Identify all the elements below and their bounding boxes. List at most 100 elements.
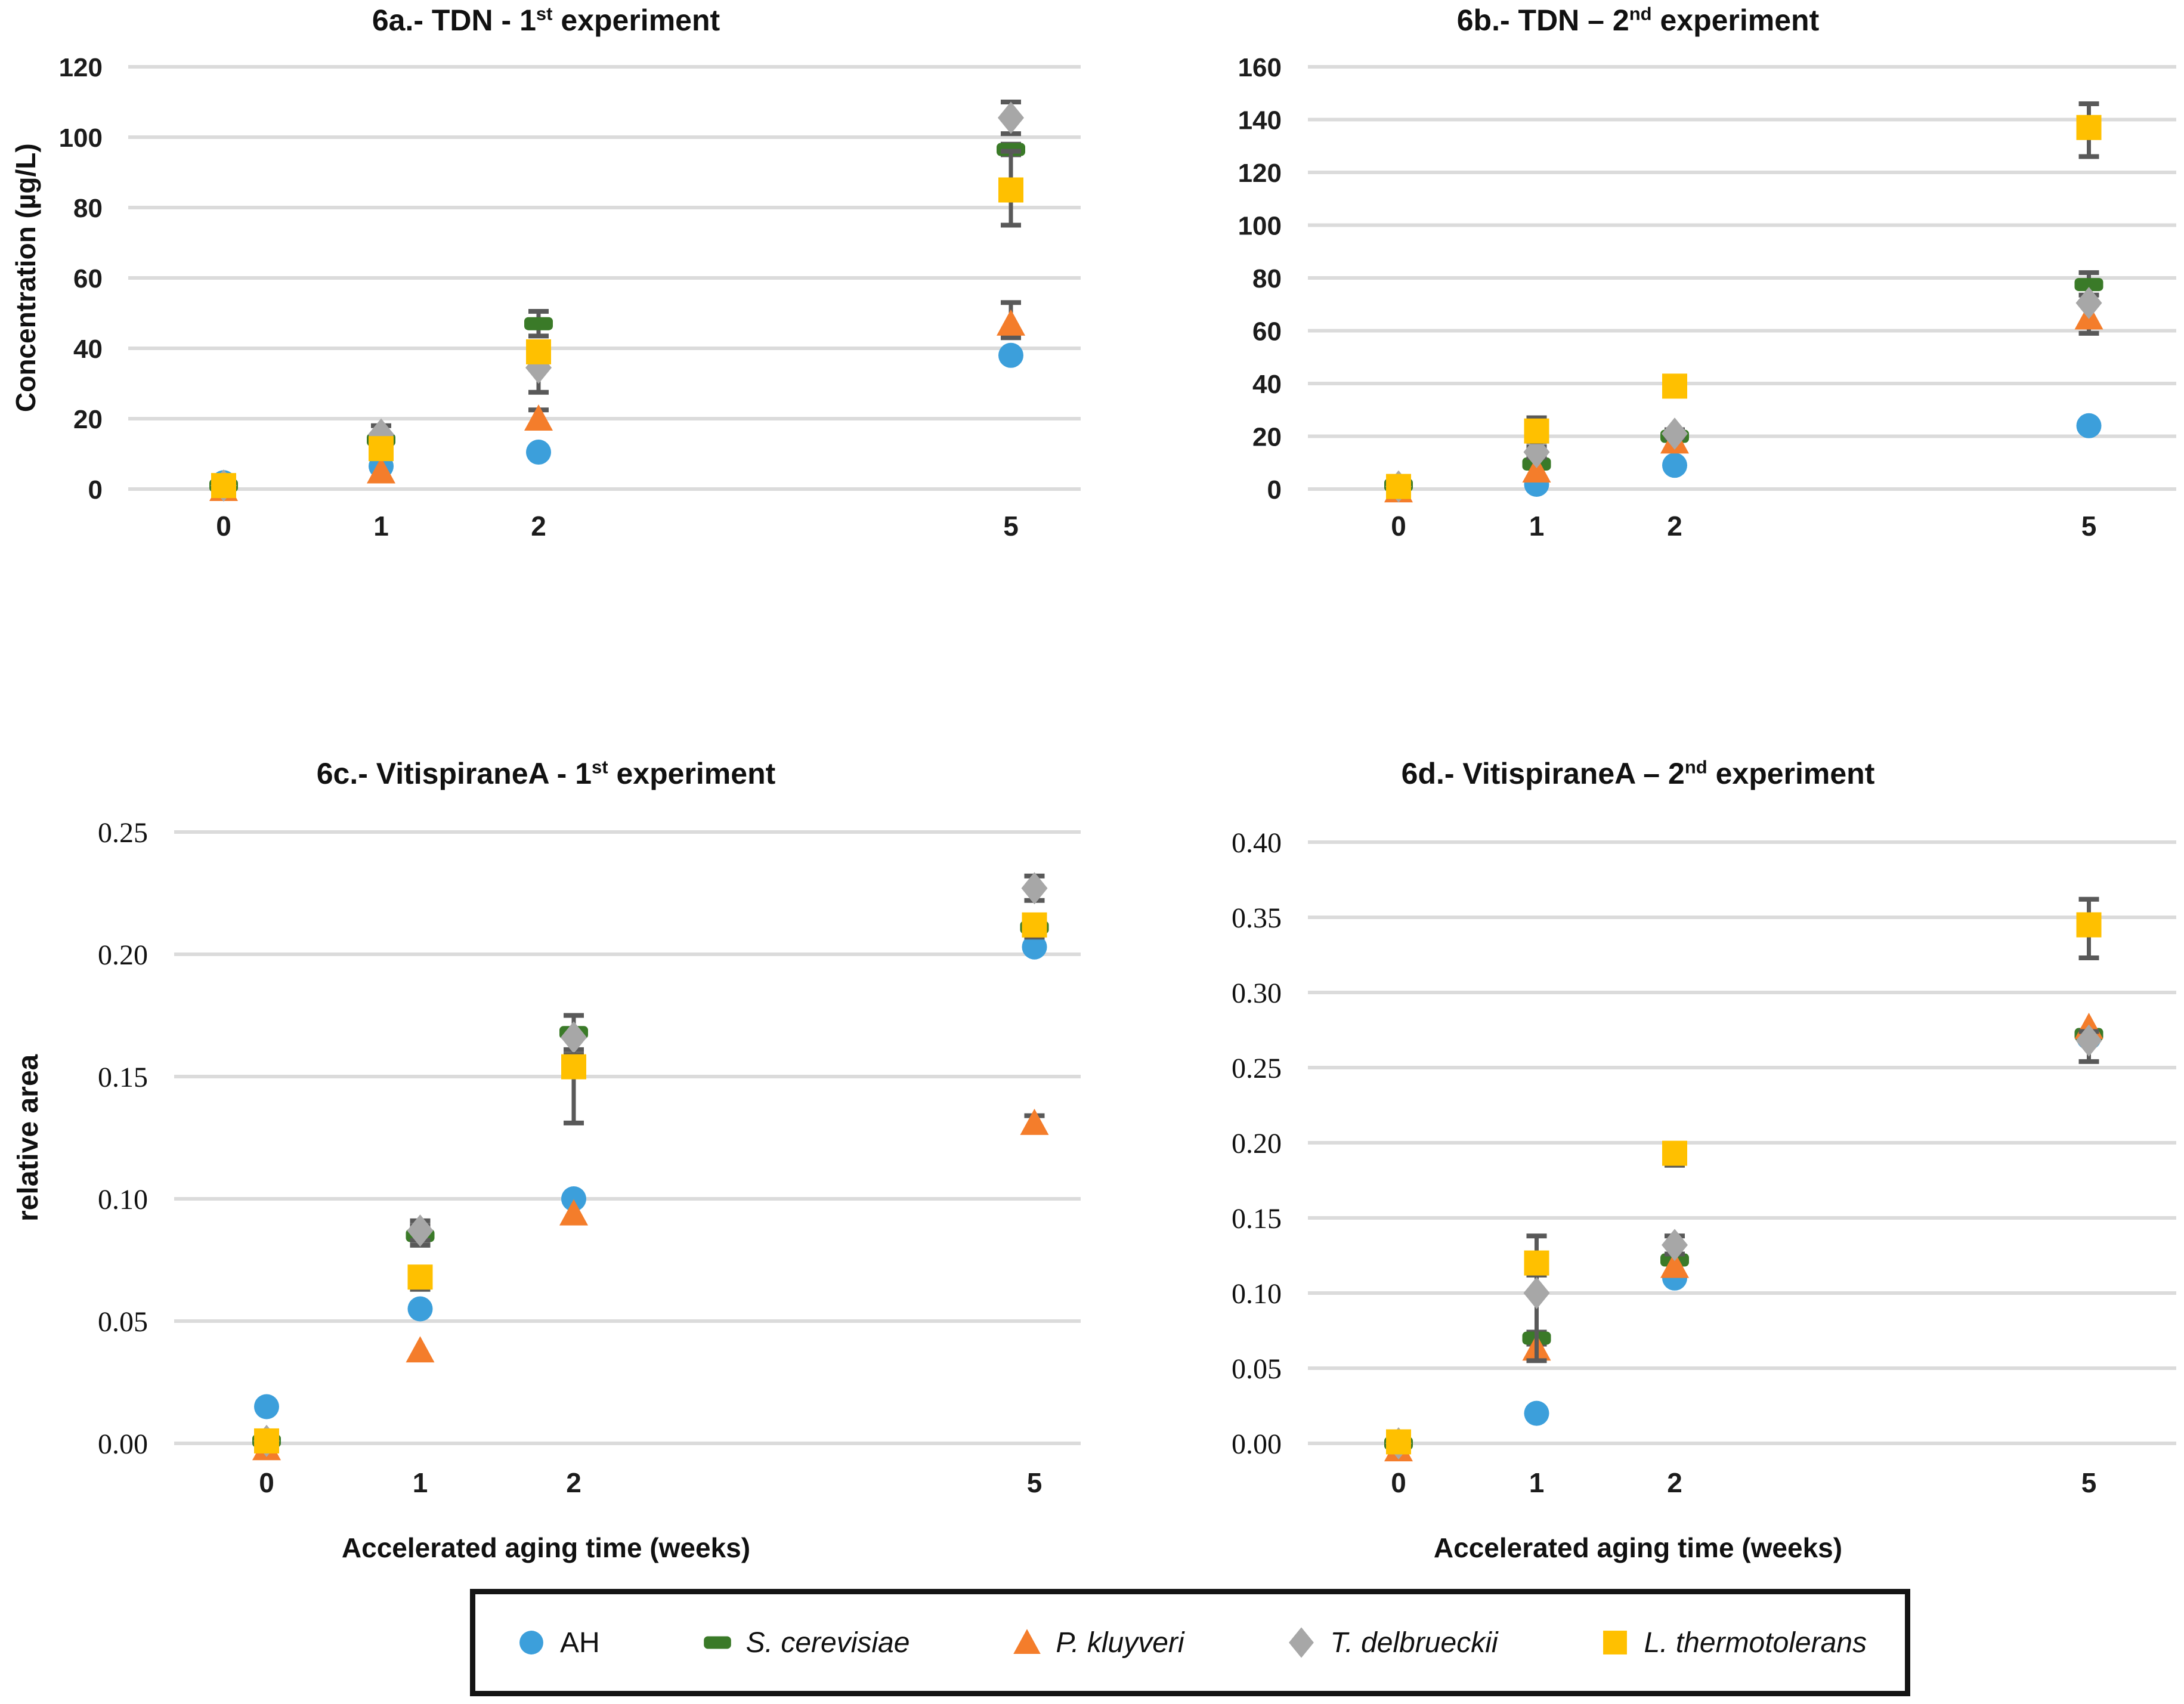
y-tick-label: 0.40 — [1232, 827, 1282, 859]
legend-label: S. cerevisiae — [745, 1626, 910, 1659]
y-tick-label: 0.20 — [98, 939, 148, 971]
legend-label: AH — [560, 1626, 600, 1659]
marker-T. delbrueckii-week1 — [407, 1214, 434, 1247]
marker-L. thermotolerans-week2 — [1662, 1140, 1687, 1166]
y-tick-label: 0.05 — [98, 1306, 148, 1338]
series-L. thermotolerans — [211, 149, 1023, 499]
panel-title: 6a.- TDN - 1st experiment — [0, 3, 1092, 38]
y-tick-label: 0.10 — [98, 1184, 148, 1216]
x-tick-label: 1 — [373, 511, 389, 542]
x-tick-label: 2 — [531, 511, 546, 542]
x-tick-label: 0 — [1391, 1467, 1406, 1498]
marker-L. thermotolerans-week0 — [211, 473, 236, 499]
x-tick-label: 2 — [1667, 511, 1682, 542]
legend-item-p-kluyveri: P. kluyveri — [1009, 1626, 1184, 1659]
marker-L. thermotolerans-week1 — [369, 436, 394, 462]
gridlines — [128, 65, 1081, 491]
marker-AH-week2 — [526, 440, 551, 465]
title-sup: st — [536, 3, 553, 24]
panel-title: 6b.- TDN – 2nd experiment — [1092, 3, 2184, 38]
marker-P. kluyveri-week2 — [524, 404, 553, 431]
marker-P. kluyveri-week1 — [1522, 456, 1551, 483]
legend-label: T. delbrueckii — [1330, 1626, 1498, 1659]
marker-L. thermotolerans-week5 — [1022, 912, 1047, 938]
marker-L. thermotolerans-week0 — [1386, 474, 1411, 499]
series-P. kluyveri — [1384, 1012, 2103, 1462]
marker-AH-week5 — [998, 342, 1023, 368]
legend: AH S. cerevisiae P. kluyveri T. delbrueckii… — [470, 1589, 1910, 1696]
legend-item-ah: AH — [513, 1626, 600, 1659]
square-icon — [1603, 1631, 1628, 1654]
panel-title: 6c.- VitispiraneA - 1st experiment — [0, 756, 1092, 791]
marker-T. delbrueckii-week5 — [1021, 872, 1048, 905]
y-tick-label: 20 — [73, 405, 103, 434]
marker-AH-week2 — [561, 1186, 586, 1211]
marker-L. thermotolerans-week2 — [526, 339, 551, 364]
y-tick-label: 0.05 — [1232, 1353, 1282, 1385]
marker-S. cerevisiae-week5 — [2074, 278, 2103, 292]
series-T. delbrueckii — [1385, 287, 2102, 503]
legend-marker-square — [1603, 1631, 1628, 1654]
marker-L. thermotolerans-week1 — [1524, 1250, 1549, 1276]
legend-item-l-thermotolerans: L. thermotolerans — [1597, 1626, 1867, 1659]
x-axis-title: Accelerated aging time (weeks) — [1433, 1532, 1843, 1563]
y-tick-label: 140 — [1238, 106, 1282, 135]
marker-AH-week1 — [407, 1296, 433, 1322]
series-S. cerevisiae — [1384, 1028, 2103, 1450]
plot-area-6d: 0.00 0.05 0.10 0.15 0.20 0.25 0.30 0.35 0.40 0 1 2 5 — [1232, 827, 2176, 1498]
y-tick-label: 60 — [1252, 317, 1282, 347]
y-tick-label: 0.30 — [1232, 978, 1282, 1009]
marker-T. delbrueckii-week5 — [998, 101, 1024, 134]
title-text: 6a.- TDN - 1 — [372, 4, 536, 37]
x-tick-label: 2 — [566, 1467, 581, 1498]
marker-S. cerevisiae-week2 — [524, 317, 553, 330]
series-AH — [1386, 1025, 2102, 1459]
title-text: experiment — [608, 757, 776, 790]
series-T. delbrueckii — [211, 100, 1024, 502]
title-sup: nd — [1629, 3, 1652, 24]
legend-label: L. thermotolerans — [1644, 1626, 1867, 1659]
y-tick-label: 80 — [1252, 264, 1282, 293]
y-tick-label: 0.00 — [1232, 1428, 1282, 1460]
marker-AH-week2 — [1662, 453, 1687, 478]
y-tick-label: 0.10 — [1232, 1278, 1282, 1310]
marker-P. kluyveri-week1 — [406, 1336, 435, 1363]
y-tick-label: 0.25 — [98, 817, 148, 849]
marker-T. delbrueckii-week5 — [2075, 1024, 2102, 1057]
y-tick-label: 60 — [73, 264, 103, 293]
marker-P. kluyveri-week5 — [997, 309, 1025, 336]
x-tick-label: 5 — [1027, 1467, 1042, 1498]
y-tick-label: 100 — [59, 123, 103, 153]
panel-6d: 6d.- VitispiraneA – 2nd experiment 0.00 0… — [1092, 686, 2184, 1587]
marker-L. thermotolerans-week1 — [407, 1264, 433, 1290]
series-L. thermotolerans — [1386, 101, 2102, 499]
marker-AH-week5 — [1022, 934, 1047, 960]
marker-T. delbrueckii-week5 — [2075, 287, 2102, 320]
axis-ticks: 0 20 40 60 80 100 120 140 160 0 1 2 5 — [1238, 53, 2097, 542]
x-tick-label: 2 — [1667, 1467, 1682, 1498]
marker-P. kluyveri-week5 — [1020, 1108, 1049, 1135]
x-tick-label: 1 — [1529, 511, 1545, 542]
y-tick-label: 0.15 — [98, 1062, 148, 1093]
title-text: 6c.- VitispiraneA - 1 — [316, 757, 592, 790]
series-S. cerevisiae — [252, 915, 1049, 1448]
series-AH — [254, 934, 1047, 1420]
marker-AH-week0 — [254, 1394, 279, 1420]
series-S. cerevisiae — [209, 141, 1025, 493]
marker-T. delbrueckii-week1 — [1523, 1277, 1550, 1309]
axis-ticks: 0.00 0.05 0.10 0.15 0.20 0.25 0 1 2 5 — [98, 817, 1042, 1498]
series-P. kluyveri — [252, 1108, 1049, 1461]
x-tick-label: 0 — [216, 511, 231, 542]
x-tick-label: 5 — [1003, 511, 1019, 542]
gridlines — [174, 830, 1081, 1445]
x-tick-label: 0 — [259, 1467, 274, 1498]
panel-6a: 6a.- TDN - 1st experiment Concentration … — [0, 0, 1092, 602]
marker-L. thermotolerans-week2 — [561, 1054, 586, 1080]
x-axis-title: Accelerated aging time (weeks) — [341, 1532, 751, 1563]
series-L. thermotolerans — [254, 912, 1047, 1453]
title-sup: st — [592, 756, 608, 778]
axis-ticks: 0 20 40 60 80 100 120 0 1 2 5 — [59, 53, 1019, 542]
y-tick-label: 40 — [1252, 370, 1282, 399]
x-tick-label: 5 — [2081, 511, 2097, 542]
